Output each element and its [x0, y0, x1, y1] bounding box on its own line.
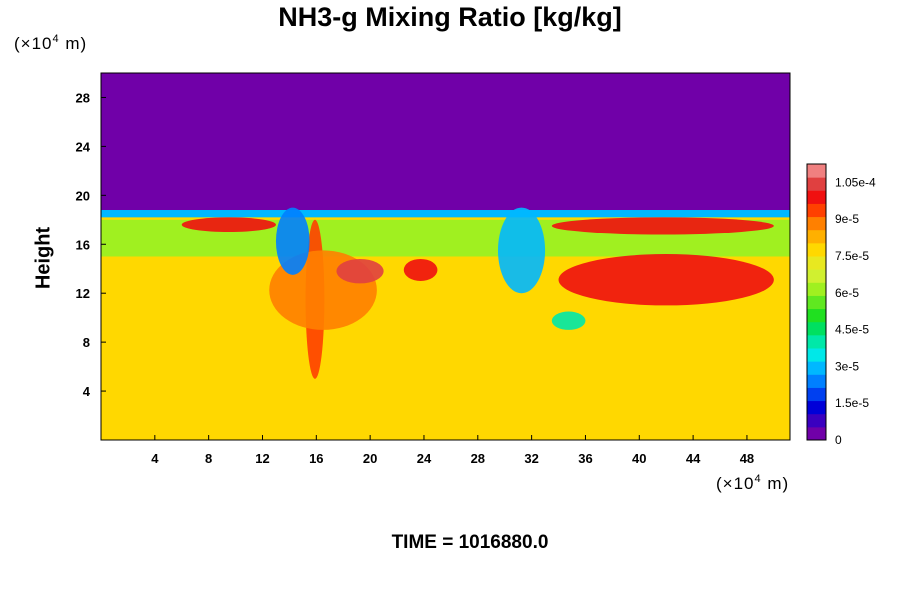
x-unit-exponent: 4	[754, 473, 762, 485]
x-tick-label-5: 24	[417, 451, 432, 466]
heatmap-cell-5	[403, 258, 438, 281]
colorbar-label-3: 4.5e-5	[835, 323, 869, 337]
x-tick-label-9: 40	[632, 451, 646, 466]
colorbar-swatch-4	[807, 374, 826, 388]
colorbar-label-1: 1.5e-5	[835, 396, 869, 410]
x-tick-label-4: 20	[363, 451, 377, 466]
y-tick-label-2: 12	[76, 286, 90, 301]
colorbar-swatch-5	[807, 361, 826, 375]
x-tick-label-11: 48	[740, 451, 754, 466]
y-unit-prefix: (×10	[14, 34, 53, 53]
colorbar-frame	[806, 163, 827, 441]
heatmap-cell-10	[558, 254, 774, 306]
x-tick-label-7: 32	[524, 451, 538, 466]
y-tick-label-0: 4	[83, 384, 91, 399]
plot-frame	[100, 72, 791, 441]
x-tick-label-3: 16	[309, 451, 323, 466]
colorbar-swatch-13	[807, 256, 826, 270]
colorbar-label-5: 7.5e-5	[835, 249, 869, 263]
heatmap-cell-4	[336, 258, 384, 284]
colorbar-swatch-7	[807, 334, 826, 349]
colorbar-swatch-15	[807, 229, 826, 244]
plot-area	[101, 73, 790, 440]
y-tick-label-1: 8	[83, 335, 90, 350]
colorbar-label-2: 3e-5	[835, 359, 859, 373]
colorbar-swatch-20	[807, 164, 826, 178]
x-unit-suffix: m)	[761, 474, 790, 493]
colorbar-swatch-1	[807, 413, 826, 428]
y-tick-label-5: 24	[76, 139, 91, 154]
x-tick-label-2: 12	[255, 451, 269, 466]
time-label: TIME = 1016880.0	[391, 532, 549, 553]
colorbar-swatch-10	[807, 295, 826, 310]
x-axis-unit: (×104 m)	[716, 473, 789, 494]
colorbar-swatch-8	[807, 321, 826, 336]
chart-title: NH3-g Mixing Ratio [kg/kg]	[278, 2, 622, 32]
colorbar-swatch-6	[807, 348, 826, 362]
colorbar-swatch-19	[807, 177, 826, 191]
x-tick-label-8: 36	[578, 451, 592, 466]
heatmap-upper-region	[101, 73, 790, 214]
heatmap-cell-1	[101, 210, 790, 218]
colorbar-swatch-18	[807, 190, 826, 204]
x-tick-label-0: 4	[151, 451, 159, 466]
heatmap-cell-6	[275, 207, 310, 275]
x-tick-label-6: 28	[471, 451, 485, 466]
colorbar-swatch-2	[807, 400, 826, 415]
heatmap-cell-9	[551, 217, 774, 235]
colorbar-swatch-14	[807, 242, 826, 257]
colorbar-swatch-9	[807, 308, 826, 323]
colorbar-swatch-3	[807, 387, 826, 402]
x-tick-label-10: 44	[686, 451, 701, 466]
colorbar-label-7: 1.05e-4	[835, 175, 876, 189]
x-tick-label-1: 8	[205, 451, 212, 466]
colorbar-swatch-12	[807, 269, 826, 283]
y-tick-label-6: 28	[76, 90, 90, 105]
colorbar-label-0: 0	[835, 433, 842, 447]
heatmap-cell-7	[497, 207, 546, 294]
y-unit-suffix: m)	[59, 34, 88, 53]
colorbar-swatch-16	[807, 216, 826, 231]
colorbar-label-4: 6e-5	[835, 286, 859, 300]
colorbar-swatch-17	[807, 203, 826, 218]
colorbar-swatch-11	[807, 282, 826, 296]
y-unit-exponent: 4	[52, 33, 60, 45]
colorbar-swatch-0	[807, 426, 826, 441]
colorbar: 0 1.5e-5 3e-5 4.5e-5 6e-5 7.5e-5 9e-5 1.05e-4	[806, 163, 876, 447]
y-tick-label-4: 20	[76, 188, 90, 203]
y-tick-label-3: 16	[76, 237, 90, 252]
heatmap-cell-8	[181, 217, 276, 233]
y-axis-unit: (×104 m)	[14, 33, 87, 54]
x-unit-prefix: (×10	[716, 474, 755, 493]
heatmap-cell-11	[551, 311, 586, 330]
colorbar-label-6: 9e-5	[835, 212, 859, 226]
